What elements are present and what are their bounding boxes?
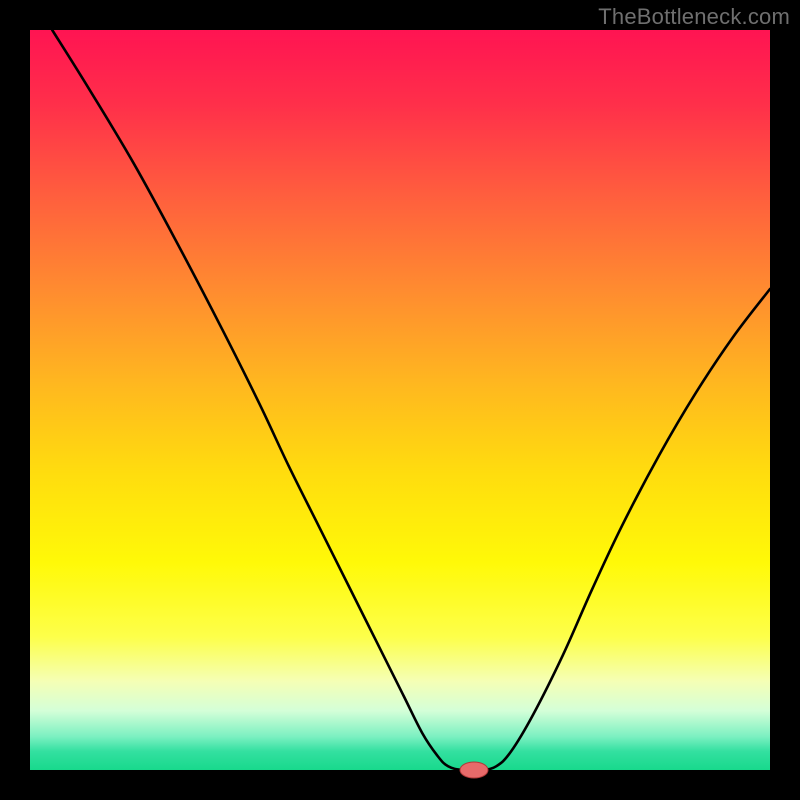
plot-area-background <box>30 30 770 770</box>
optimal-point-marker <box>460 762 488 778</box>
chart-container: TheBottleneck.com <box>0 0 800 800</box>
bottleneck-chart-svg <box>0 0 800 800</box>
watermark-text: TheBottleneck.com <box>598 4 790 30</box>
